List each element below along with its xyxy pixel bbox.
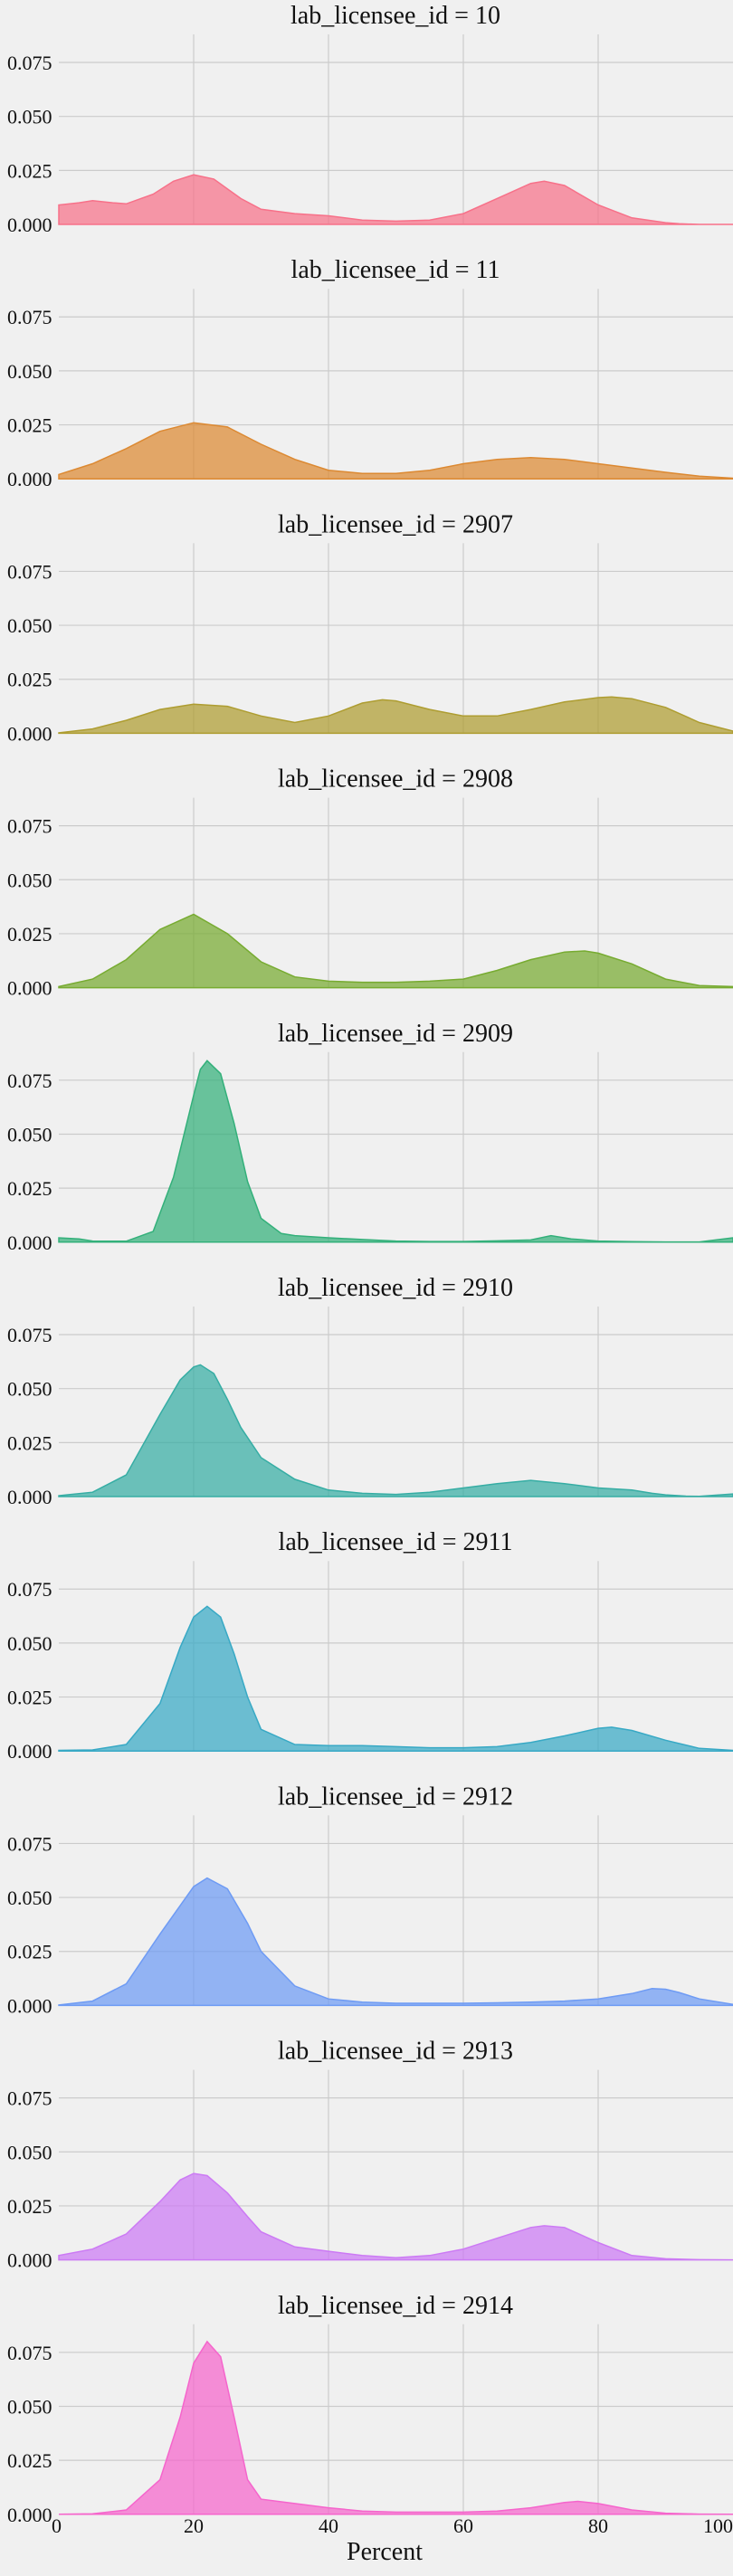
density-area: [58, 696, 733, 735]
y-tick-label: 0.075: [7, 1578, 52, 1601]
y-tick-label: 0.050: [7, 1887, 52, 1909]
y-tick-label: 0.000: [7, 1740, 52, 1763]
facet-title: lab_licensee_id = 2911: [279, 1528, 513, 1556]
density-area: [58, 1605, 733, 1752]
y-tick-label: 0.050: [7, 869, 52, 891]
y-tick-label: 0.075: [7, 2342, 52, 2364]
x-tick-label: 100: [703, 2514, 733, 2537]
y-tick-label: 0.025: [7, 923, 52, 946]
facet-title: lab_licensee_id = 10: [290, 2, 500, 30]
facet-title: lab_licensee_id = 2913: [278, 2038, 513, 2066]
y-tick-label: 0.025: [7, 669, 52, 691]
y-tick-label: 0.000: [7, 1231, 52, 1254]
y-tick-label: 0.050: [7, 1378, 52, 1401]
y-tick-label: 0.075: [7, 52, 52, 74]
y-tick-label: 0.000: [7, 214, 52, 236]
y-tick-label: 0.025: [7, 1941, 52, 1963]
y-tick-label: 0.025: [7, 2195, 52, 2218]
facet-panel: lab_licensee_id = 2914 0.000 0.025 0.050 0.0…: [7, 2292, 733, 2526]
y-tick-label: 0.050: [7, 2141, 52, 2163]
density-area: [58, 913, 733, 989]
density-area: [58, 1877, 733, 2007]
y-tick-label: 0.050: [7, 1632, 52, 1655]
facet-title: lab_licensee_id = 2909: [278, 1020, 513, 1048]
y-tick-label: 0.050: [7, 2395, 52, 2418]
facet-title: lab_licensee_id = 2912: [278, 1782, 513, 1811]
facet-panel: lab_licensee_id = 2912 0.000 0.025 0.050 0.0…: [7, 1782, 733, 2017]
facet-title: lab_licensee_id = 2908: [278, 765, 513, 794]
y-tick-label: 0.050: [7, 614, 52, 637]
x-tick-label: 40: [319, 2514, 338, 2537]
y-tick-label: 0.075: [7, 306, 52, 328]
density-area: [58, 422, 733, 480]
density-area: [58, 174, 733, 225]
y-tick-label: 0.025: [7, 1687, 52, 1709]
y-tick-label: 0.000: [7, 977, 52, 1000]
y-tick-label: 0.025: [7, 1431, 52, 1454]
facet-panel: lab_licensee_id = 2913 0.000 0.025 0.050 0.0…: [7, 2038, 733, 2272]
y-tick-label: 0.000: [7, 468, 52, 490]
x-tick-label: 20: [184, 2514, 204, 2537]
x-tick-label: 60: [453, 2514, 473, 2537]
y-tick-label: 0.000: [7, 2249, 52, 2272]
facet-title: lab_licensee_id = 2907: [278, 510, 513, 538]
facet-panel: lab_licensee_id = 2908 0.000 0.025 0.050 0.0…: [7, 765, 733, 1000]
y-tick-label: 0.075: [7, 1069, 52, 1092]
facet-title: lab_licensee_id = 2914: [278, 2292, 513, 2320]
x-tick-label: 80: [588, 2514, 608, 2537]
facet-panel: lab_licensee_id = 2907 0.000 0.025 0.050 0.0…: [7, 510, 733, 745]
y-tick-label: 0.050: [7, 106, 52, 128]
density-area: [58, 1060, 733, 1243]
y-tick-label: 0.075: [7, 1324, 52, 1346]
density-area: [58, 2172, 733, 2261]
facet-panel: lab_licensee_id = 10 0.000 0.025 0.050 0.075: [7, 2, 733, 236]
y-tick-label: 0.000: [7, 722, 52, 745]
facet-title: lab_licensee_id = 11: [291, 256, 500, 284]
y-tick-label: 0.075: [7, 1832, 52, 1855]
x-axis-label: Percent: [347, 2538, 423, 2566]
y-tick-label: 0.000: [7, 2504, 52, 2526]
y-tick-label: 0.025: [7, 1177, 52, 1200]
facet-panel: lab_licensee_id = 2909 0.000 0.025 0.050 0.0…: [7, 1020, 733, 1254]
y-tick-label: 0.075: [7, 2087, 52, 2110]
facet-panel: lab_licensee_id = 2910 0.000 0.025 0.050 0.0…: [7, 1274, 733, 1508]
facet-panel: lab_licensee_id = 11 0.000 0.025 0.050 0.075: [7, 256, 733, 490]
y-tick-label: 0.075: [7, 815, 52, 838]
y-tick-label: 0.075: [7, 560, 52, 583]
y-tick-label: 0.000: [7, 1486, 52, 1508]
facet-panel: lab_licensee_id = 2911 0.000 0.025 0.050 0.0…: [7, 1528, 733, 1763]
y-tick-label: 0.000: [7, 1994, 52, 2017]
y-tick-label: 0.050: [7, 1123, 52, 1145]
density-area: [58, 1364, 733, 1497]
y-tick-label: 0.025: [7, 414, 52, 437]
density-area: [58, 2340, 733, 2515]
y-tick-label: 0.050: [7, 360, 52, 383]
facet-title: lab_licensee_id = 2910: [278, 1274, 513, 1302]
x-tick-label: 0: [52, 2514, 62, 2537]
y-tick-label: 0.025: [7, 159, 52, 182]
y-tick-label: 0.025: [7, 2449, 52, 2472]
